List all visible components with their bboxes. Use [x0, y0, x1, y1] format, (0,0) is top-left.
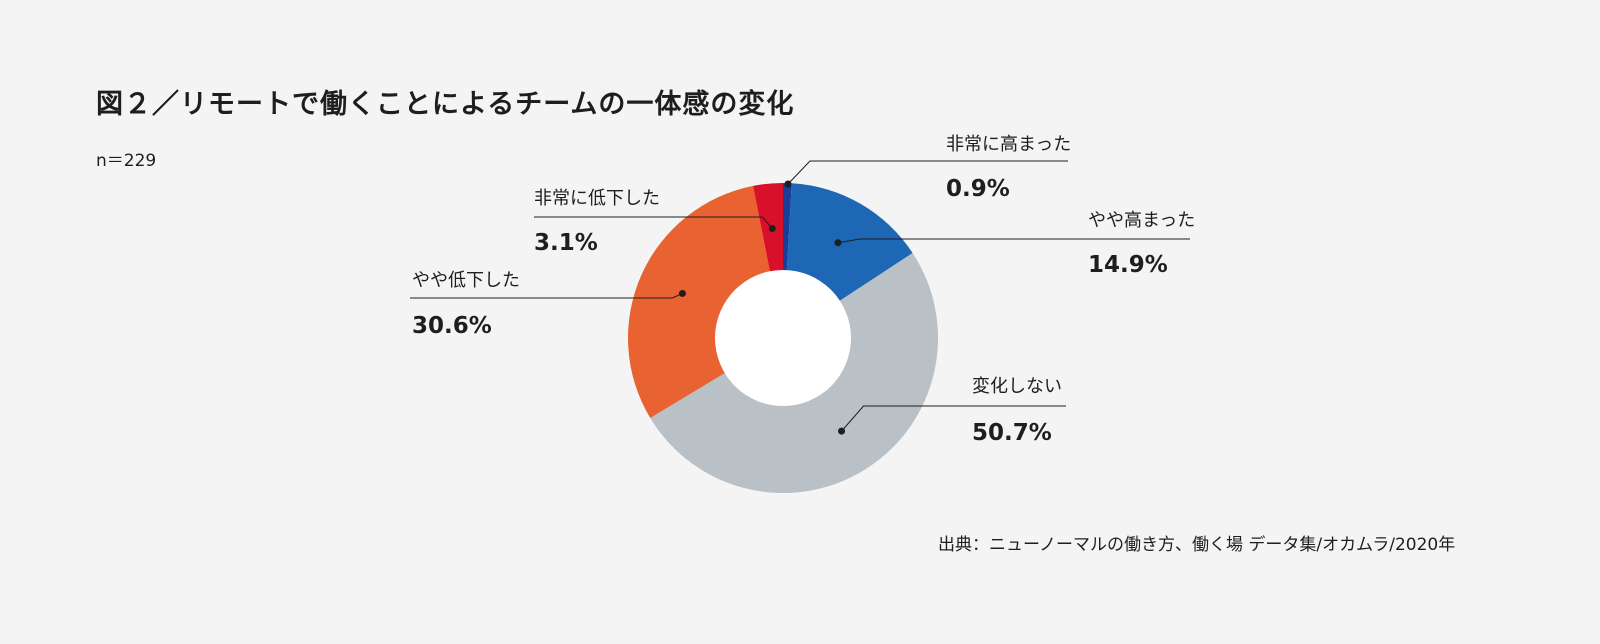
leader-line-2: [841, 405, 1066, 432]
leader-line-4: [534, 216, 773, 229]
leader-dot-3: [678, 289, 686, 297]
labels-group: 非常に高まった 0.9% やや高まった 14.9% 変化しない 50.7% やや低下した 30…: [410, 134, 1195, 446]
slice-label-4: 非常に低下した: [534, 188, 660, 209]
leader-line-3: [410, 292, 683, 299]
source-note: 出典：ニューノーマルの働き方、働く場 データ集/オカムラ/2020年: [938, 535, 1456, 555]
leader-dot-2: [838, 427, 846, 435]
leader-dot-1: [834, 239, 842, 247]
slice-label-0: 非常に高まった: [946, 134, 1071, 155]
slice-label-2: 変化しない: [972, 376, 1062, 397]
leader-dot-0: [784, 180, 792, 188]
leader-line-1: [837, 238, 1190, 244]
leader-dot-4: [768, 225, 776, 233]
sample-size: n＝229: [96, 151, 157, 171]
slice-value-2: 50.7%: [972, 420, 1052, 446]
slice-value-4: 3.1%: [534, 230, 598, 256]
slice-value-3: 30.6%: [412, 313, 492, 339]
slice-value-1: 14.9%: [1088, 252, 1168, 278]
slice-label-1: やや高まった: [1088, 210, 1195, 231]
leader-line-0: [787, 160, 1068, 185]
slice-value-0: 0.9%: [946, 176, 1010, 202]
chart-title: 図２／リモートで働くことによるチームの一体感の変化: [96, 89, 795, 120]
donut-hole: [715, 270, 851, 406]
slice-label-3: やや低下した: [412, 270, 520, 291]
